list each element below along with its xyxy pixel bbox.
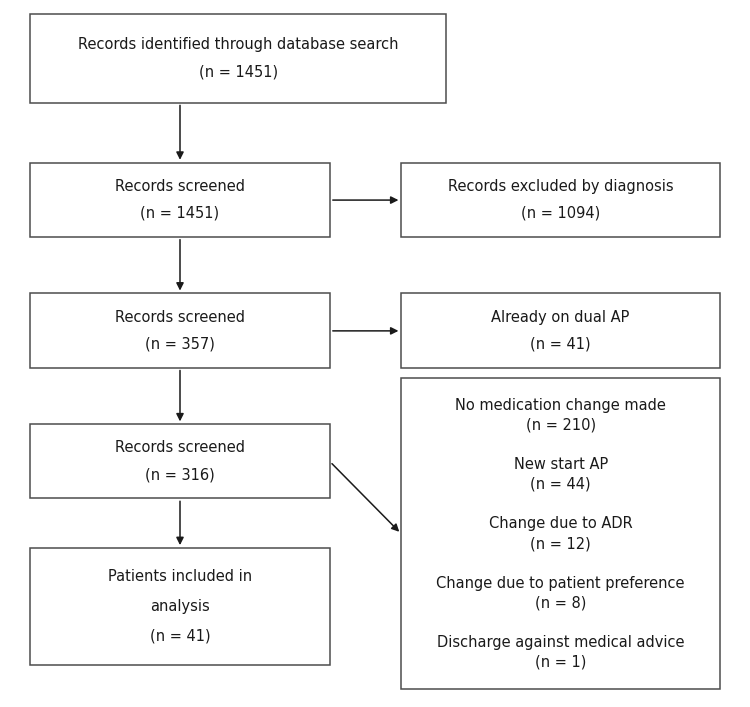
- Text: (n = 44): (n = 44): [530, 477, 591, 492]
- Text: Records screened: Records screened: [115, 179, 245, 194]
- Text: (n = 357): (n = 357): [145, 337, 215, 351]
- Text: No medication change made: No medication change made: [455, 397, 666, 413]
- Text: (n = 1): (n = 1): [535, 655, 586, 670]
- Text: Records identified through database search: Records identified through database sear…: [78, 37, 398, 52]
- Text: (n = 41): (n = 41): [530, 337, 591, 351]
- Text: (n = 8): (n = 8): [535, 595, 586, 611]
- FancyBboxPatch shape: [30, 14, 446, 103]
- Text: (n = 12): (n = 12): [530, 536, 591, 551]
- Text: analysis: analysis: [150, 599, 210, 614]
- Text: Records excluded by diagnosis: Records excluded by diagnosis: [448, 179, 674, 194]
- Text: (n = 41): (n = 41): [150, 629, 210, 643]
- Text: Patients included in: Patients included in: [108, 569, 252, 584]
- Text: (n = 1451): (n = 1451): [140, 206, 220, 221]
- Text: (n = 1451): (n = 1451): [199, 64, 278, 79]
- Text: (n = 316): (n = 316): [146, 467, 214, 482]
- FancyBboxPatch shape: [30, 424, 330, 498]
- Text: Already on dual AP: Already on dual AP: [491, 310, 630, 325]
- Text: Records screened: Records screened: [115, 310, 245, 325]
- Text: Change due to patient preference: Change due to patient preference: [436, 575, 685, 591]
- Text: (n = 210): (n = 210): [526, 417, 596, 433]
- Text: (n = 1094): (n = 1094): [521, 206, 600, 221]
- FancyBboxPatch shape: [401, 293, 720, 368]
- Text: Change due to ADR: Change due to ADR: [489, 516, 632, 532]
- Text: Records screened: Records screened: [115, 440, 245, 455]
- FancyBboxPatch shape: [30, 293, 330, 368]
- FancyBboxPatch shape: [30, 548, 330, 665]
- Text: New start AP: New start AP: [514, 457, 608, 472]
- Text: Discharge against medical advice: Discharge against medical advice: [436, 635, 684, 650]
- FancyBboxPatch shape: [401, 378, 720, 689]
- FancyBboxPatch shape: [30, 163, 330, 237]
- FancyBboxPatch shape: [401, 163, 720, 237]
